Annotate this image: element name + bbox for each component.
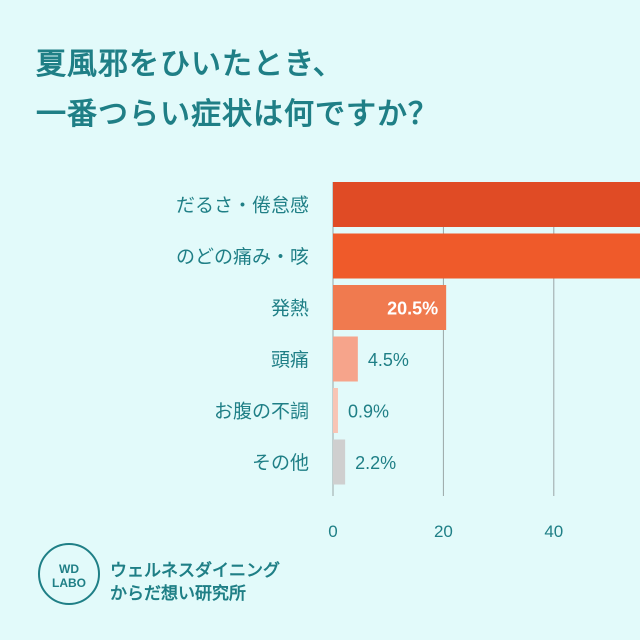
data-label: 4.5% xyxy=(368,350,409,370)
title-line-2: 一番つらい症状は何ですか？ xyxy=(36,97,439,132)
title-line-1: 夏風邪をひいたとき、 xyxy=(36,47,344,82)
gridlines xyxy=(332,182,555,496)
category-label: 頭痛 xyxy=(271,349,309,371)
x-tick-label: 20 xyxy=(434,522,453,541)
data-labels: 20.5% 4.5% 0.9% 2.2% xyxy=(348,299,438,474)
data-label: 0.9% xyxy=(348,402,389,422)
bar xyxy=(333,439,346,485)
brand-line-2: からだ想い研究所 xyxy=(110,584,246,604)
category-label: その他 xyxy=(252,452,309,474)
brand-name: ウェルネスダイニング からだ想い研究所 xyxy=(110,560,280,606)
category-label: お腹の不調 xyxy=(214,401,309,423)
bar xyxy=(333,336,358,382)
bar xyxy=(333,388,338,433)
bar xyxy=(333,233,640,279)
bars xyxy=(333,182,640,485)
logo-text-line-1: WD xyxy=(59,562,79,576)
wd-labo-logo: WD LABO xyxy=(38,543,100,605)
category-label: のどの痛み・咳 xyxy=(176,246,309,268)
category-label: だるさ・倦怠感 xyxy=(176,195,309,217)
x-tick-label: 40 xyxy=(544,522,563,541)
x-axis-ticks: 020406 xyxy=(328,522,563,541)
x-tick-label: 0 xyxy=(328,522,337,541)
data-label: 2.2% xyxy=(355,453,396,473)
bar xyxy=(333,285,447,330)
bar xyxy=(333,182,640,227)
brand-line-1: ウェルネスダイニング xyxy=(110,561,280,581)
category-label: 発熱 xyxy=(271,298,309,320)
logo-text-line-2: LABO xyxy=(52,576,86,590)
chart-title: 夏風邪をひいたとき、 一番つらい症状は何ですか？ xyxy=(36,40,439,140)
data-label: 20.5% xyxy=(387,299,438,319)
